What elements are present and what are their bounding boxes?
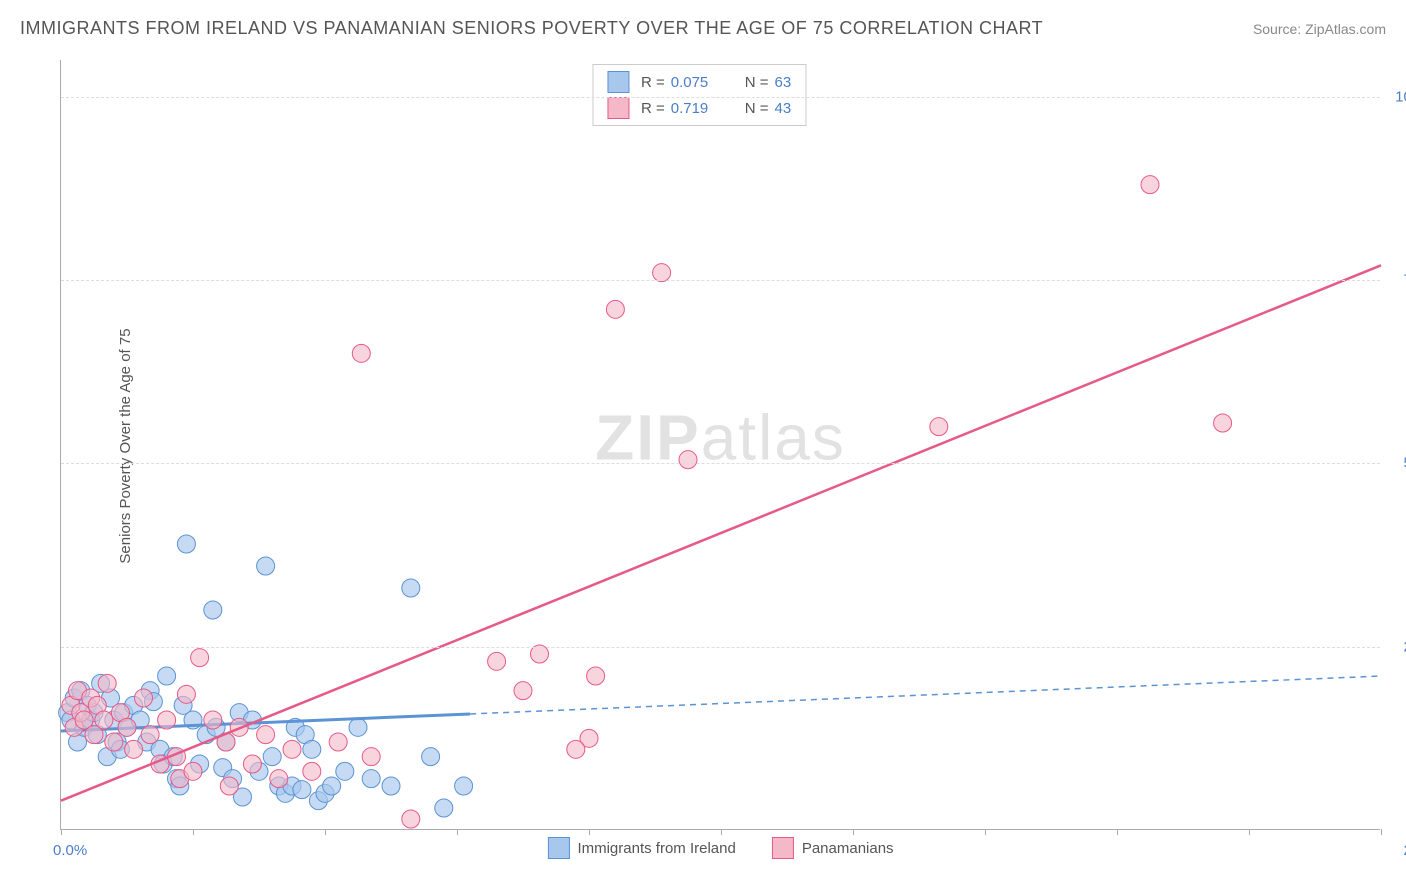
data-point [177,535,195,553]
data-point [329,733,347,751]
xtick [589,829,590,835]
data-point [1141,176,1159,194]
r-value-2: 0.719 [671,100,727,117]
data-point [125,740,143,758]
data-point [567,740,585,758]
data-point [349,718,367,736]
legend-row-series-1: R = 0.075 N = 63 [593,69,805,95]
legend-swatch-bottom-1 [547,837,569,859]
xtick [853,829,854,835]
data-point [158,667,176,685]
data-point [323,777,341,795]
data-point [257,557,275,575]
n-value-1: 63 [775,74,792,91]
xtick [457,829,458,835]
series-legend: Immigrants from Ireland Panamanians [547,837,893,859]
legend-row-series-2: R = 0.719 N = 43 [593,95,805,121]
r-value-1: 0.075 [671,74,727,91]
chart-plot-area: ZIPatlas R = 0.075 N = 63 R = 0.719 N = … [60,60,1380,830]
data-point [303,762,321,780]
xtick [1381,829,1382,835]
data-point [204,711,222,729]
data-point [270,770,288,788]
data-point [514,682,532,700]
data-point [362,748,380,766]
ytick-label: 75.0% [1386,272,1406,289]
data-point [422,748,440,766]
data-point [587,667,605,685]
legend-swatch-2 [607,97,629,119]
xtick [985,829,986,835]
data-point [177,685,195,703]
data-point [293,781,311,799]
xtick [1249,829,1250,835]
data-point [930,418,948,436]
data-point [606,300,624,318]
data-point [158,711,176,729]
xtick [325,829,326,835]
data-point [204,601,222,619]
xtick [193,829,194,835]
ytick-label: 100.0% [1386,88,1406,105]
data-point [263,748,281,766]
data-point [141,726,159,744]
data-point [1214,414,1232,432]
data-point [653,264,671,282]
gridline [61,97,1380,98]
legend-swatch-1 [607,71,629,93]
n-value-2: 43 [775,100,792,117]
data-point [243,755,261,773]
data-point [220,777,238,795]
series-name-1: Immigrants from Ireland [577,840,735,857]
data-point [191,649,209,667]
gridline [61,280,1380,281]
ytick-label: 50.0% [1386,455,1406,472]
correlation-legend: R = 0.075 N = 63 R = 0.719 N = 43 [592,64,806,126]
xtick [61,829,62,835]
data-point [352,344,370,362]
trend-line [61,265,1381,800]
data-point [679,451,697,469]
ytick-label: 25.0% [1386,638,1406,655]
data-point [95,711,113,729]
legend-swatch-bottom-2 [772,837,794,859]
data-point [402,810,420,828]
data-point [488,652,506,670]
scatter-svg [61,60,1380,829]
series-name-2: Panamanians [802,840,894,857]
data-point [98,674,116,692]
xtick [1117,829,1118,835]
data-point [184,762,202,780]
data-point [118,718,136,736]
data-point [257,726,275,744]
gridline [61,463,1380,464]
trend-line-dashed [470,676,1381,714]
data-point [283,740,301,758]
data-point [303,740,321,758]
x-origin-label: 0.0% [53,842,87,859]
data-point [135,689,153,707]
xtick [721,829,722,835]
gridline [61,647,1380,648]
data-point [402,579,420,597]
data-point [362,770,380,788]
data-point [435,799,453,817]
data-point [455,777,473,795]
chart-title: IMMIGRANTS FROM IRELAND VS PANAMANIAN SE… [20,18,1043,39]
data-point [336,762,354,780]
source-attribution: Source: ZipAtlas.com [1253,21,1386,37]
data-point [531,645,549,663]
data-point [382,777,400,795]
data-point [105,733,123,751]
